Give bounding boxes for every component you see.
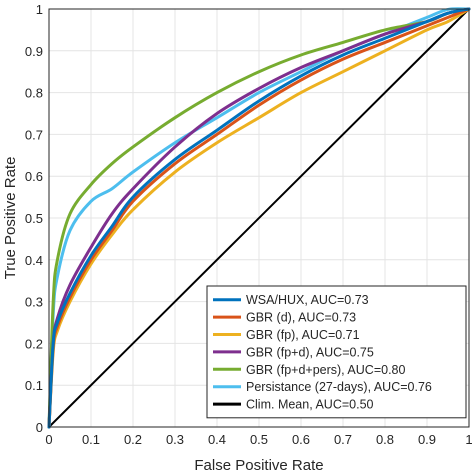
x-tick-labels: 0 0.1 0.2 0.3 0.4 0.5 0.6 0.7 0.8 0.9 1 [45,432,472,447]
series-line-1 [47,7,471,429]
series-line-0 [47,7,471,429]
series-line-4 [47,7,471,429]
x-tick-label: 0.1 [82,432,100,447]
legend-entry-6: Clim. Mean, AUC=0.50 [246,398,374,412]
x-tick-label: 0.8 [376,432,394,447]
y-tick-label: 1 [36,2,43,17]
x-tick-label: 0.3 [166,432,184,447]
y-tick-label: 0.9 [25,44,43,59]
y-tick-label: 0.1 [25,378,43,393]
legend: WSA/HUX, AUC=0.73 GBR (d), AUC=0.73 GBR (f… [206,285,467,419]
y-tick-label: 0.2 [25,336,43,351]
x-tick-label: 0.9 [418,432,436,447]
y-tick-label: 0.5 [25,211,43,226]
legend-entry-2: GBR (fp), AUC=0.71 [246,328,360,342]
x-tick-label: 0.6 [292,432,310,447]
axes-frame [48,8,470,428]
y-tick-label: 0.4 [25,253,43,268]
series-line-2 [47,7,471,429]
x-tick-label: 0.2 [124,432,142,447]
x-tick-label: 0.4 [208,432,226,447]
x-tick-label: 1 [465,432,472,447]
legend-entry-1: GBR (d), AUC=0.73 [246,311,356,325]
y-axis-label: True Positive Rate [2,157,19,280]
x-tick-label: 0 [45,432,52,447]
y-tick-labels: 0 0.1 0.2 0.3 0.4 0.5 0.6 0.7 0.8 0.9 1 [25,2,43,435]
series-group [47,7,471,429]
x-tick-label: 0.7 [334,432,352,447]
x-axis-label: False Positive Rate [194,457,323,474]
legend-entry-0: WSA/HUX, AUC=0.73 [246,293,369,307]
y-tick-label: 0.8 [25,86,43,101]
legend-box [206,285,467,419]
y-tick-label: 0 [36,420,43,435]
legend-entry-3: GBR (fp+d), AUC=0.75 [246,345,374,359]
series-line-3 [47,7,471,429]
y-tick-label: 0.3 [25,295,43,310]
series-line-6 [48,8,470,428]
y-tick-label: 0.6 [25,169,43,184]
legend-entry-4: GBR (fp+d+pers), AUC=0.80 [246,363,406,377]
x-tick-label: 0.5 [250,432,268,447]
legend-entry-5: Persistance (27-days), AUC=0.76 [246,380,432,394]
y-tick-label: 0.7 [25,127,43,142]
